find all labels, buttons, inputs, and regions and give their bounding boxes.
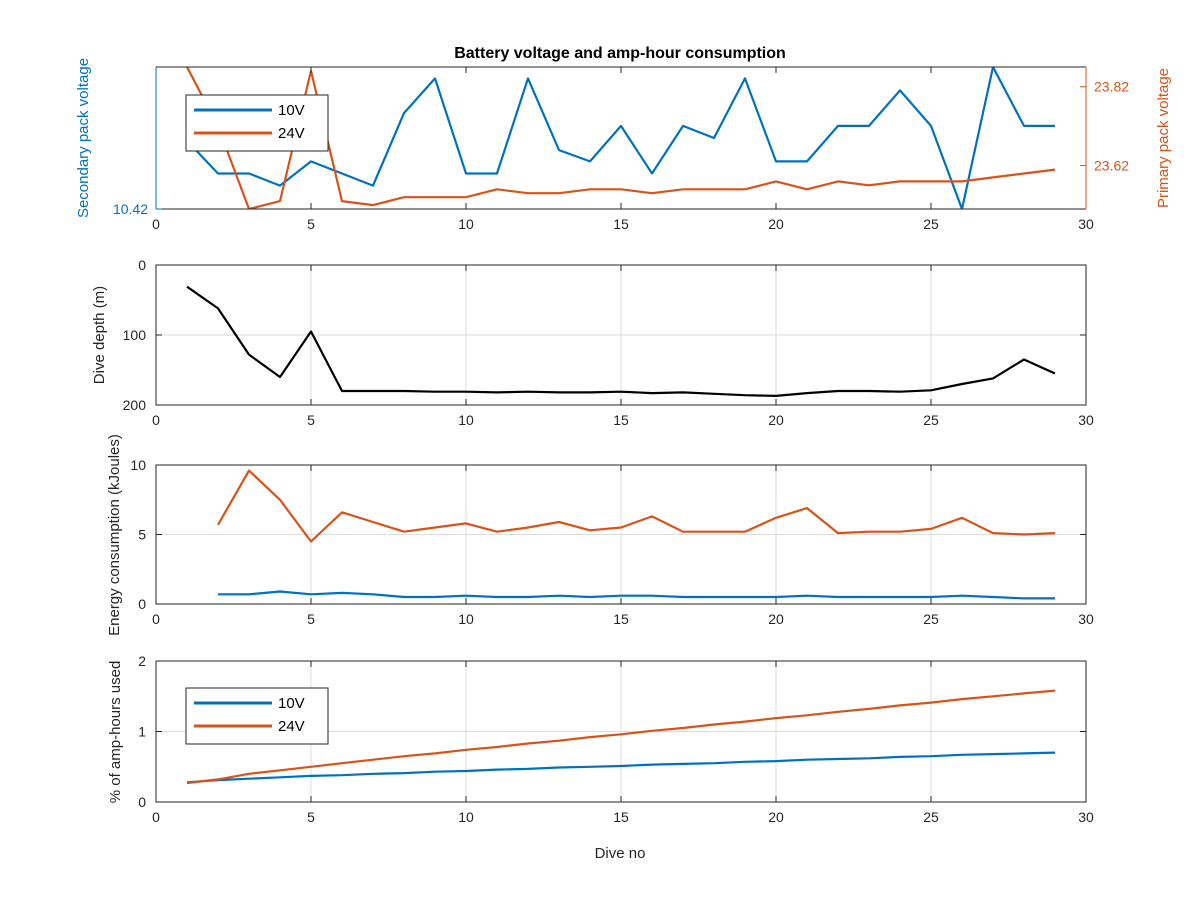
- x-tick-label: 25: [923, 611, 939, 627]
- legend-label-24v: 24V: [278, 718, 305, 735]
- y-tick-label: 0: [138, 257, 146, 273]
- series-line-10v: [186, 751, 1056, 784]
- x-tick-label: 20: [768, 809, 784, 825]
- ylabel-amp-hours-used: % of amp-hours used: [107, 661, 124, 804]
- x-tick-label: 20: [768, 412, 784, 428]
- x-tick-label: 0: [152, 611, 160, 627]
- x-tick-label: 10: [458, 809, 474, 825]
- legend-label-10v: 10V: [278, 102, 305, 119]
- ylabel-dive-depth: Dive depth (m): [91, 286, 108, 384]
- x-tick-label: 20: [768, 216, 784, 232]
- x-tick-label: 5: [307, 611, 315, 627]
- y-tick-label: 100: [123, 327, 147, 343]
- y-tick-label: 0: [138, 596, 146, 612]
- ylabel-secondary-pack-voltage: Secondary pack voltage: [75, 58, 92, 218]
- legend-label-24v: 24V: [278, 125, 305, 142]
- x-tick-label: 0: [152, 412, 160, 428]
- x-tick-label: 5: [307, 216, 315, 232]
- x-tick-label: 5: [307, 809, 315, 825]
- x-tick-label: 5: [307, 412, 315, 428]
- y-tick-label: 0: [138, 794, 146, 810]
- series-line-10v: [186, 67, 1055, 209]
- x-tick-label: 10: [458, 216, 474, 232]
- x-tick-label: 15: [613, 412, 629, 428]
- text-layer: Battery voltage and amp-hour consumption…: [75, 45, 1172, 862]
- x-tick-label: 10: [458, 611, 474, 627]
- axes-box: [155, 660, 1087, 803]
- x-tick-label: 0: [152, 216, 160, 232]
- x-tick-label: 10: [458, 412, 474, 428]
- series-line-24v: [217, 469, 1056, 543]
- series-line-24v: [186, 67, 1056, 209]
- x-tick-label: 15: [613, 216, 629, 232]
- x-tick-label: 0: [152, 809, 160, 825]
- legend-label-10v: 10V: [278, 695, 305, 712]
- y-tick-label: 2: [138, 653, 146, 669]
- legend-box: [185, 94, 329, 152]
- legend-box: [185, 687, 329, 745]
- y-tick-label: 1: [138, 724, 146, 740]
- ylabel-energy-consumption: Energy consumption (kJoules): [106, 434, 123, 636]
- x-tick-label: 15: [613, 611, 629, 627]
- x-tick-label: 15: [613, 809, 629, 825]
- series-line-depth: [186, 285, 1056, 397]
- x-tick-label: 25: [923, 412, 939, 428]
- y-tick-label-right: 23.82: [1094, 79, 1129, 95]
- ylabel-primary-pack-voltage: Primary pack voltage: [1155, 68, 1172, 208]
- series-line-24v: [186, 689, 1056, 785]
- x-tick-label: 30: [1078, 216, 1094, 232]
- x-tick-label: 20: [768, 611, 784, 627]
- chart-title: Battery voltage and amp-hour consumption: [454, 45, 786, 62]
- x-tick-label: 30: [1078, 412, 1094, 428]
- axes-box: [155, 464, 1087, 605]
- series-line-10v: [218, 590, 1055, 600]
- x-tick-label: 30: [1078, 611, 1094, 627]
- legend-layer: 10V 24V 10V 24V: [185, 94, 329, 745]
- y-tick-label: 5: [138, 527, 146, 543]
- axes-box: [155, 264, 1087, 406]
- xlabel-dive-no: Dive no: [595, 845, 646, 862]
- y-tick-label: 10: [130, 457, 146, 473]
- y-tick-label-right: 23.62: [1094, 158, 1129, 174]
- x-tick-label: 25: [923, 216, 939, 232]
- x-tick-label: 25: [923, 809, 939, 825]
- series-layer: [186, 67, 1056, 785]
- y-tick-label: 200: [123, 397, 147, 413]
- x-tick-label: 30: [1078, 809, 1094, 825]
- y-tick-label-left: 10.42: [113, 201, 148, 217]
